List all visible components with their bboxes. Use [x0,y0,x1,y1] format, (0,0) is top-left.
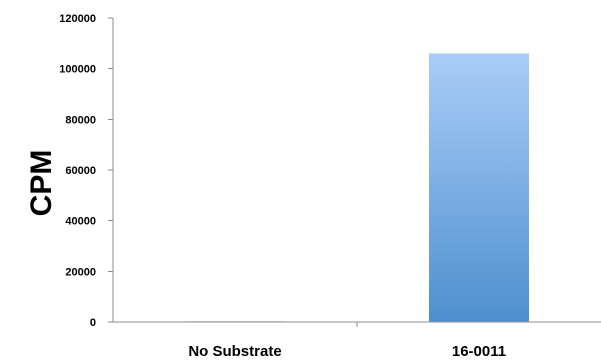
y-tick-label: 0 [90,317,96,329]
y-axis-ticks: 0 20000 40000 60000 80000 100000 120000 [59,13,113,329]
y-tick-label: 40000 [65,216,96,228]
x-category-label: No Substrate [188,343,281,360]
x-category-label: 16-0011 [452,343,506,360]
y-tick-label: 60000 [65,165,96,177]
bar-16-0011 [429,53,529,322]
y-axis-title: CPM [25,150,58,217]
y-tick-label: 20000 [65,266,96,278]
y-tick-label: 100000 [59,64,96,76]
y-tick-label: 80000 [65,114,96,126]
bars [185,53,529,322]
y-tick-label: 120000 [59,13,96,25]
x-axis-labels: No Substrate 16-0011 [188,322,506,360]
